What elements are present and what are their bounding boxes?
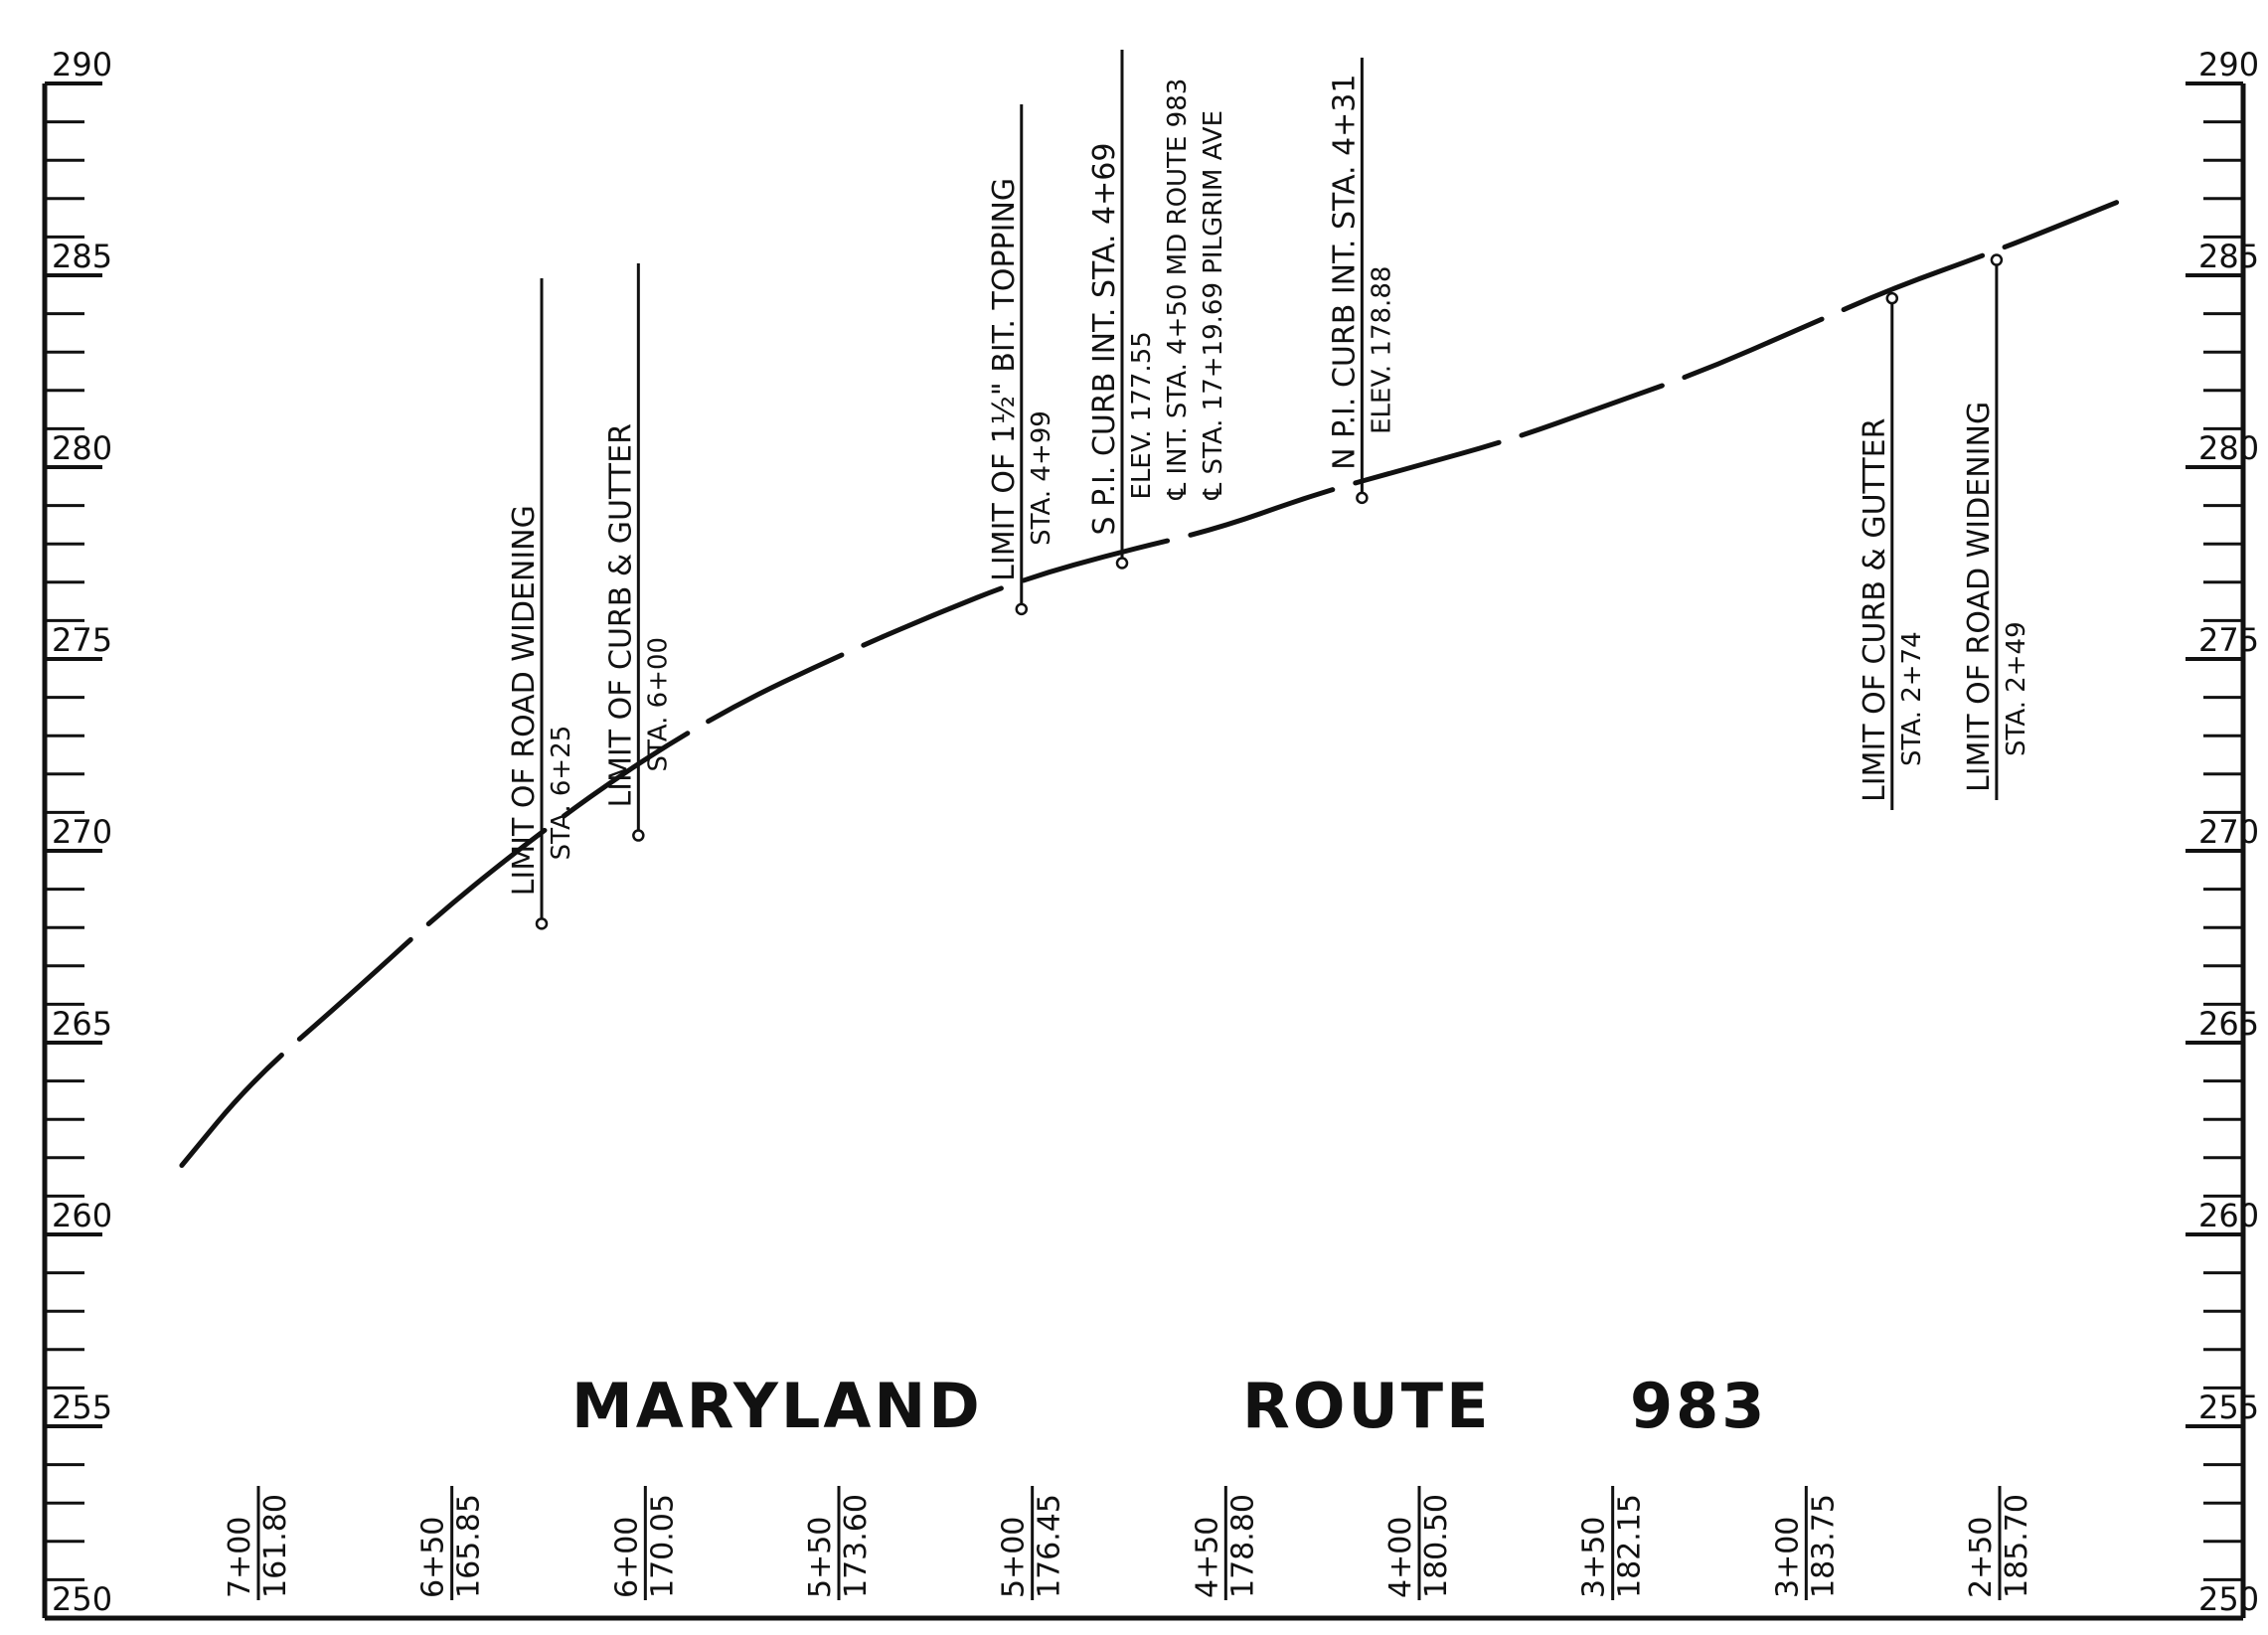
title-word-route: ROUTE [1242,1370,1491,1442]
station-label: 4+50 178.80 [1190,1486,1260,1600]
callout-point [1356,491,1369,505]
station-label: 7+00 161.80 [223,1486,293,1600]
right-tick-label: 250 [2198,1580,2259,1618]
callout-text: ℄ INT. STA. 4+50 MD ROUTE 983 [1163,79,1193,501]
station-label: 5+00 176.45 [997,1486,1067,1600]
left-tick-label: 280 [52,429,112,467]
callout-text: STA. 2+74 [1897,631,1927,766]
ground-profile-line [179,200,2120,1169]
callout-point [1015,602,1029,616]
callout-text: LIMIT OF CURB & GUTTER [1858,418,1892,802]
station-number: 6+00 [609,1517,644,1598]
station-elevation: 182.15 [1613,1494,1648,1598]
title: MARYLAND ROUTE 983 [571,1370,1767,1442]
callout-text: ELEV. 177.55 [1127,331,1157,499]
station-number: 3+00 [1770,1517,1805,1598]
station-label: 2+50 185.70 [1964,1486,2034,1600]
station-number: 4+50 [1190,1517,1224,1598]
right-tick-label: 285 [2198,238,2259,275]
station-number: 7+00 [223,1517,257,1598]
ground-profile [179,200,2120,1169]
right-tick-label: 260 [2198,1197,2259,1234]
station-number: 5+50 [803,1517,838,1598]
station-label: 6+00 170.05 [609,1486,680,1600]
callout-text: STA. 6+00 [643,637,673,772]
left-tick-label: 290 [52,46,112,83]
station-callouts: LIMIT OF ROAD WIDENING STA. 6+25 LIMIT OF … [507,50,2031,930]
station-elevation: 165.85 [452,1494,487,1598]
station-number: 4+00 [1383,1517,1418,1598]
callout: LIMIT OF ROAD WIDENING STA. 2+49 [1962,253,2031,800]
right-elevation-ticks: 290 285 280 275 270 265 260 255 250 [2186,46,2259,1620]
right-tick-label: 270 [2198,813,2259,851]
callout: LIMIT OF CURB & GUTTER STA. 6+00 [603,263,673,842]
callout: LIMIT OF ROAD WIDENING STA. 6+25 [507,278,576,930]
right-tick-label: 290 [2198,46,2259,83]
station-elevation: 176.45 [1033,1494,1067,1598]
station-label: 6+50 165.85 [416,1486,487,1600]
left-tick-label: 250 [52,1580,112,1618]
station-label: 4+00 180.50 [1383,1486,1454,1600]
callout: LIMIT OF CURB & GUTTER STA. 2+74 [1858,291,1927,810]
station-labels: 7+00 161.80 6+50 165.85 6+00 170.05 5+50 173.60… [223,1486,2034,1600]
station-number: 5+00 [997,1517,1032,1598]
callout-text: LIMIT OF 1½" BIT. TOPPING [987,178,1022,581]
callout-text: S P.I. CURB INT. STA. 4+69 [1087,143,1122,536]
frame [42,82,2246,1621]
left-tick-label: 285 [52,238,112,275]
right-tick-label: 255 [2198,1389,2259,1426]
right-tick-label: 275 [2198,621,2259,659]
callout-text: LIMIT OF ROAD WIDENING [507,505,542,896]
title-word-number: 983 [1630,1370,1767,1442]
station-number: 6+50 [416,1517,451,1598]
left-tick-label: 275 [52,621,112,659]
callout: LIMIT OF 1½" BIT. TOPPING STA. 4+99 [987,104,1056,616]
right-tick-label: 265 [2198,1005,2259,1043]
station-elevation: 161.80 [258,1494,293,1598]
callout-text: LIMIT OF CURB & GUTTER [603,423,638,807]
callout-text: STA. 6+25 [547,726,576,861]
title-word-maryland: MARYLAND [571,1370,983,1442]
callout-point [1885,291,1899,305]
right-tick-label: 280 [2198,429,2259,467]
left-tick-label: 270 [52,813,112,851]
left-tick-label: 255 [52,1389,112,1426]
callout-text: ℄ STA. 17+19.69 PILGRIM AVE [1199,110,1228,501]
station-label: 5+50 173.60 [803,1486,874,1600]
left-tick-label: 260 [52,1197,112,1234]
station-elevation: 173.60 [839,1494,874,1598]
station-elevation: 185.70 [2000,1494,2034,1598]
station-number: 3+50 [1577,1517,1612,1598]
callout-text: STA. 4+99 [1027,410,1056,546]
station-elevation: 183.75 [1806,1494,1841,1598]
callout-point [1990,253,2004,266]
callout: N P.I. CURB INT. STA. 4+31 ELEV. 178.88 [1327,58,1396,505]
station-label: 3+00 183.75 [1770,1486,1841,1600]
station-elevation: 180.50 [1419,1494,1454,1598]
callout-text: STA. 2+49 [2002,621,2031,756]
callout-text: N P.I. CURB INT. STA. 4+31 [1327,75,1362,470]
station-label: 3+50 182.15 [1577,1486,1648,1600]
callout-point [1115,557,1129,570]
left-elevation-ticks: 290 285 280 275 270 265 260 255 250 [45,46,112,1620]
callout-text: ELEV. 178.88 [1367,266,1396,434]
callout-point [632,829,645,842]
callout-point [535,917,549,930]
station-elevation: 170.05 [645,1494,680,1598]
callout-text: LIMIT OF ROAD WIDENING [1962,402,1997,792]
station-number: 2+50 [1964,1517,1999,1598]
station-elevation: 178.80 [1225,1494,1260,1598]
callout: S P.I. CURB INT. STA. 4+69 ELEV. 177.55 ℄ … [1087,50,1228,570]
left-tick-label: 265 [52,1005,112,1043]
